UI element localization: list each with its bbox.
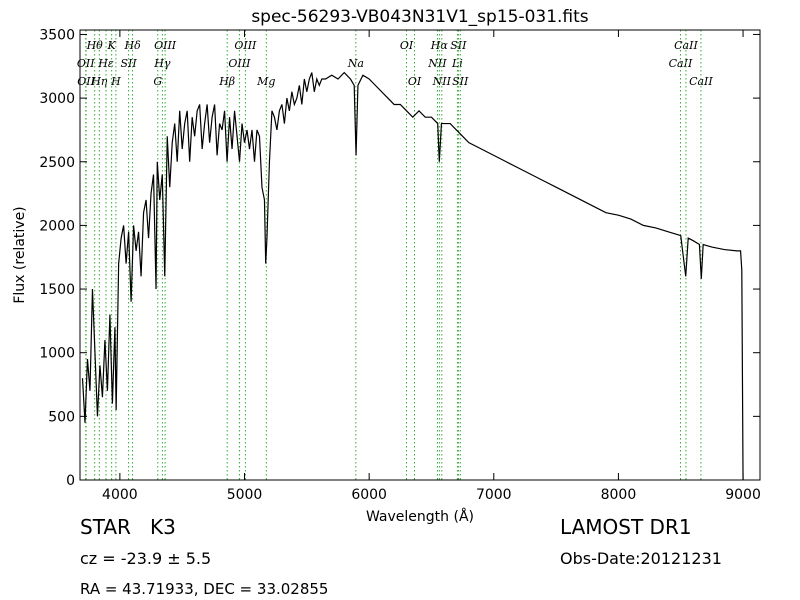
spectral-line-label: CaII [689, 75, 713, 88]
spectral-line-label: Hε [97, 57, 114, 70]
y-tick-label: 3500 [39, 27, 75, 43]
spectral-line-label: NII [432, 75, 452, 88]
spectral-line-label: Hβ [218, 75, 235, 88]
y-tick-label: 2000 [39, 218, 75, 234]
plot-frame [79, 29, 761, 481]
y-tick-label: 500 [48, 409, 75, 425]
spectral-line-label: Hδ [123, 39, 141, 52]
spectral-line-label: SII [120, 57, 137, 70]
spectral-line-label: Hα [430, 39, 449, 52]
y-tick-label: 2500 [39, 155, 75, 171]
cz-label: cz = -23.9 ± 5.5 [80, 549, 211, 568]
spectral-line-label: SII [452, 75, 469, 88]
spectral-line-label: K [107, 39, 117, 52]
y-tick-label: 1500 [39, 282, 75, 298]
spectral-line-label: Hθ [86, 39, 104, 52]
spectral-line-label: CaII [669, 57, 693, 70]
y-tick-label: 1000 [39, 346, 75, 362]
spectral-line-label: Hγ [153, 57, 171, 70]
spectral-line-label: G [153, 75, 162, 88]
spectral-line-label: OIII [234, 39, 257, 52]
y-axis-label: Flux (relative) [12, 206, 28, 303]
chart-title: spec-56293-VB043N31V1_sp15-031.fits [251, 7, 588, 27]
spectral-line-label: Li [451, 57, 463, 70]
spectral-line-label: OII [77, 75, 95, 88]
spectral-line-label: Mg [256, 75, 275, 88]
x-tick-label: 7000 [476, 487, 512, 503]
spectral-line-label: OI [400, 39, 414, 52]
coords-label: RA = 43.71933, DEC = 33.02855 [80, 580, 328, 598]
spectral-line-label: SII [450, 39, 467, 52]
y-tick-label: 3000 [39, 91, 75, 107]
date-label: Obs-Date:20121231 [560, 549, 722, 568]
spectral-line-label: Na [347, 57, 364, 70]
spectral-line-label: OI [408, 75, 422, 88]
spectrum-line [81, 71, 744, 481]
x-tick-label: 9000 [725, 487, 761, 503]
spectral-line-label: CaII [674, 39, 698, 52]
spectral-line-label: NII [427, 57, 447, 70]
x-tick-label: 4000 [102, 487, 138, 503]
x-axis-label: Wavelength (Å) [366, 508, 474, 525]
class-label: STAR K3 [80, 515, 176, 539]
spectral-line-label: OIII [228, 57, 251, 70]
survey-label: LAMOST DR1 [560, 515, 692, 539]
spectral-line-label: OIII [154, 39, 177, 52]
x-tick-label: 5000 [227, 487, 263, 503]
x-tick-label: 6000 [351, 487, 387, 503]
spectral-line-label: Hη [90, 75, 108, 88]
spectral-line-label: H [110, 75, 121, 88]
y-tick-label: 0 [66, 473, 75, 489]
x-tick-label: 8000 [601, 487, 637, 503]
